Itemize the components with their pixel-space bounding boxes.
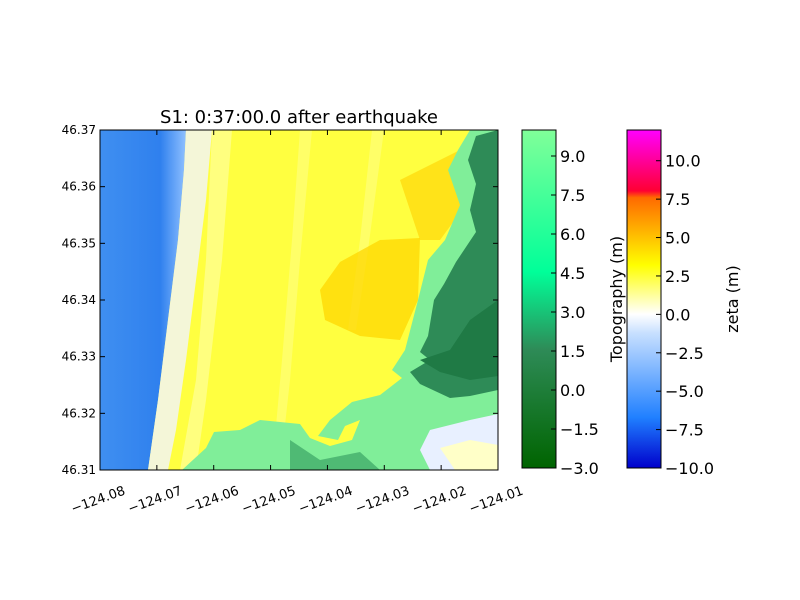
topography-colorbar-tick-label: −1.5 bbox=[560, 420, 599, 439]
topography-colorbar-tick-label: 7.5 bbox=[560, 186, 585, 205]
y-tick-label: 46.31 bbox=[62, 463, 96, 477]
topography-colorbar-gradient bbox=[521, 129, 557, 469]
x-tick-label: −124.02 bbox=[410, 484, 468, 517]
ocean-region bbox=[100, 130, 186, 470]
topography-colorbar-label: Topography (m) bbox=[607, 236, 626, 363]
topography-colorbar-tick-label: 1.5 bbox=[560, 342, 585, 361]
topography-colorbar-tick-label: 0.0 bbox=[560, 381, 585, 400]
zeta-colorbar-tick-label: −7.5 bbox=[665, 421, 704, 440]
x-tick-label: −124.03 bbox=[354, 484, 412, 517]
zeta-colorbar-tick-label: 0.0 bbox=[665, 305, 690, 324]
x-tick-label: −124.07 bbox=[126, 484, 184, 517]
x-tick-label: −124.01 bbox=[467, 484, 525, 517]
zeta-colorbar-tick-label: 2.5 bbox=[665, 267, 690, 286]
zeta-colorbar-tick-label: 7.5 bbox=[665, 190, 690, 209]
zeta-colorbar-tick-label: −2.5 bbox=[665, 344, 704, 363]
topography-colorbar-tick-label: 6.0 bbox=[560, 225, 585, 244]
y-tick-label: 46.34 bbox=[62, 293, 96, 307]
surf-zone bbox=[148, 130, 212, 470]
map-image bbox=[100, 130, 498, 470]
y-axis: 46.31 46.32 46.33 46.34 46.35 46.36 46.37 bbox=[62, 123, 498, 477]
y-tick-label: 46.32 bbox=[62, 406, 96, 420]
y-tick-label: 46.33 bbox=[62, 350, 96, 364]
x-tick-label: −124.08 bbox=[69, 484, 127, 517]
zeta-colorbar-tick-label: −5.0 bbox=[665, 382, 704, 401]
zeta-colorbar-tick-label: 10.0 bbox=[665, 152, 701, 171]
topography-colorbar-tick-label: 3.0 bbox=[560, 303, 585, 322]
y-tick-label: 46.35 bbox=[62, 236, 96, 250]
zeta-colorbar: −10.0 −7.5 −5.0 −2.5 0.0 2.5 5.0 7.5 10.0 zeta (… bbox=[626, 129, 742, 478]
y-tick-label: 46.36 bbox=[62, 180, 96, 194]
chart-title: S1: 0:37:00.0 after earthquake bbox=[160, 107, 438, 128]
zeta-colorbar-label: zeta (m) bbox=[723, 265, 742, 332]
land-region bbox=[182, 130, 498, 470]
topography-colorbar-tick-label: −3.0 bbox=[560, 459, 599, 478]
x-tick-label: −124.05 bbox=[240, 484, 298, 517]
zeta-colorbar-tick-label: 5.0 bbox=[665, 229, 690, 248]
zeta-colorbar-gradient bbox=[626, 129, 662, 469]
x-tick-label: −124.04 bbox=[297, 484, 355, 517]
topography-colorbar-tick-label: 9.0 bbox=[560, 147, 585, 166]
x-tick-label: −124.06 bbox=[183, 484, 241, 517]
high-water-zone bbox=[320, 238, 420, 340]
zeta-colorbar-tick-label: −10.0 bbox=[665, 459, 714, 478]
y-tick-label: 46.37 bbox=[62, 123, 96, 137]
topography-colorbar: −3.0 −1.5 0.0 1.5 3.0 4.5 6.0 7.5 9.0 Topography… bbox=[521, 129, 626, 478]
topography-colorbar-tick-label: 4.5 bbox=[560, 264, 585, 283]
